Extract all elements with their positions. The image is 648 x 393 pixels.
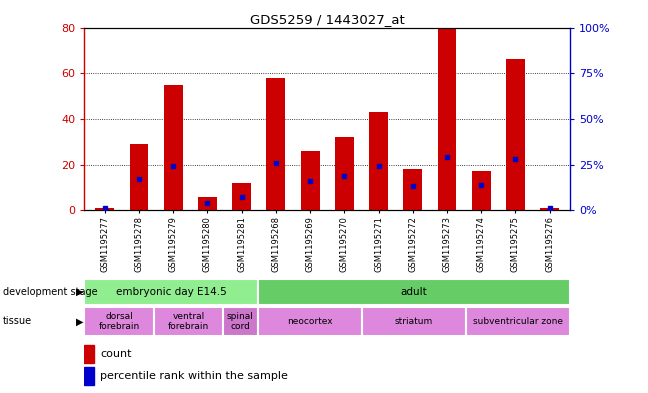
Text: neocortex: neocortex: [287, 317, 332, 326]
Bar: [540, 208, 559, 210]
Text: striatum: striatum: [395, 317, 433, 326]
Bar: [258, 307, 362, 336]
Bar: [130, 144, 148, 210]
Text: ▶: ▶: [76, 287, 84, 297]
Bar: [223, 307, 258, 336]
Bar: [84, 279, 258, 305]
Text: count: count: [100, 349, 132, 359]
Text: subventricular zone: subventricular zone: [473, 317, 563, 326]
Title: GDS5259 / 1443027_at: GDS5259 / 1443027_at: [250, 13, 404, 26]
Bar: [84, 307, 154, 336]
Bar: [404, 169, 422, 210]
Bar: [95, 208, 114, 210]
Text: development stage: development stage: [3, 287, 98, 297]
Bar: [232, 183, 251, 210]
Bar: [362, 307, 466, 336]
Bar: [369, 112, 388, 210]
Text: percentile rank within the sample: percentile rank within the sample: [100, 371, 288, 381]
Bar: [301, 151, 319, 210]
Text: ventral
forebrain: ventral forebrain: [168, 312, 209, 331]
Bar: [266, 78, 285, 210]
Bar: [84, 367, 95, 385]
Text: adult: adult: [400, 287, 428, 297]
Text: spinal
cord: spinal cord: [227, 312, 254, 331]
Bar: [154, 307, 223, 336]
Bar: [198, 196, 217, 210]
Bar: [472, 171, 491, 210]
Bar: [258, 279, 570, 305]
Bar: [506, 59, 525, 210]
Bar: [466, 307, 570, 336]
Text: tissue: tissue: [3, 316, 32, 326]
Bar: [164, 84, 183, 210]
Text: dorsal
forebrain: dorsal forebrain: [98, 312, 139, 331]
Bar: [84, 345, 95, 363]
Bar: [335, 137, 354, 210]
Bar: [437, 28, 456, 210]
Text: ▶: ▶: [76, 316, 84, 326]
Text: embryonic day E14.5: embryonic day E14.5: [115, 287, 226, 297]
